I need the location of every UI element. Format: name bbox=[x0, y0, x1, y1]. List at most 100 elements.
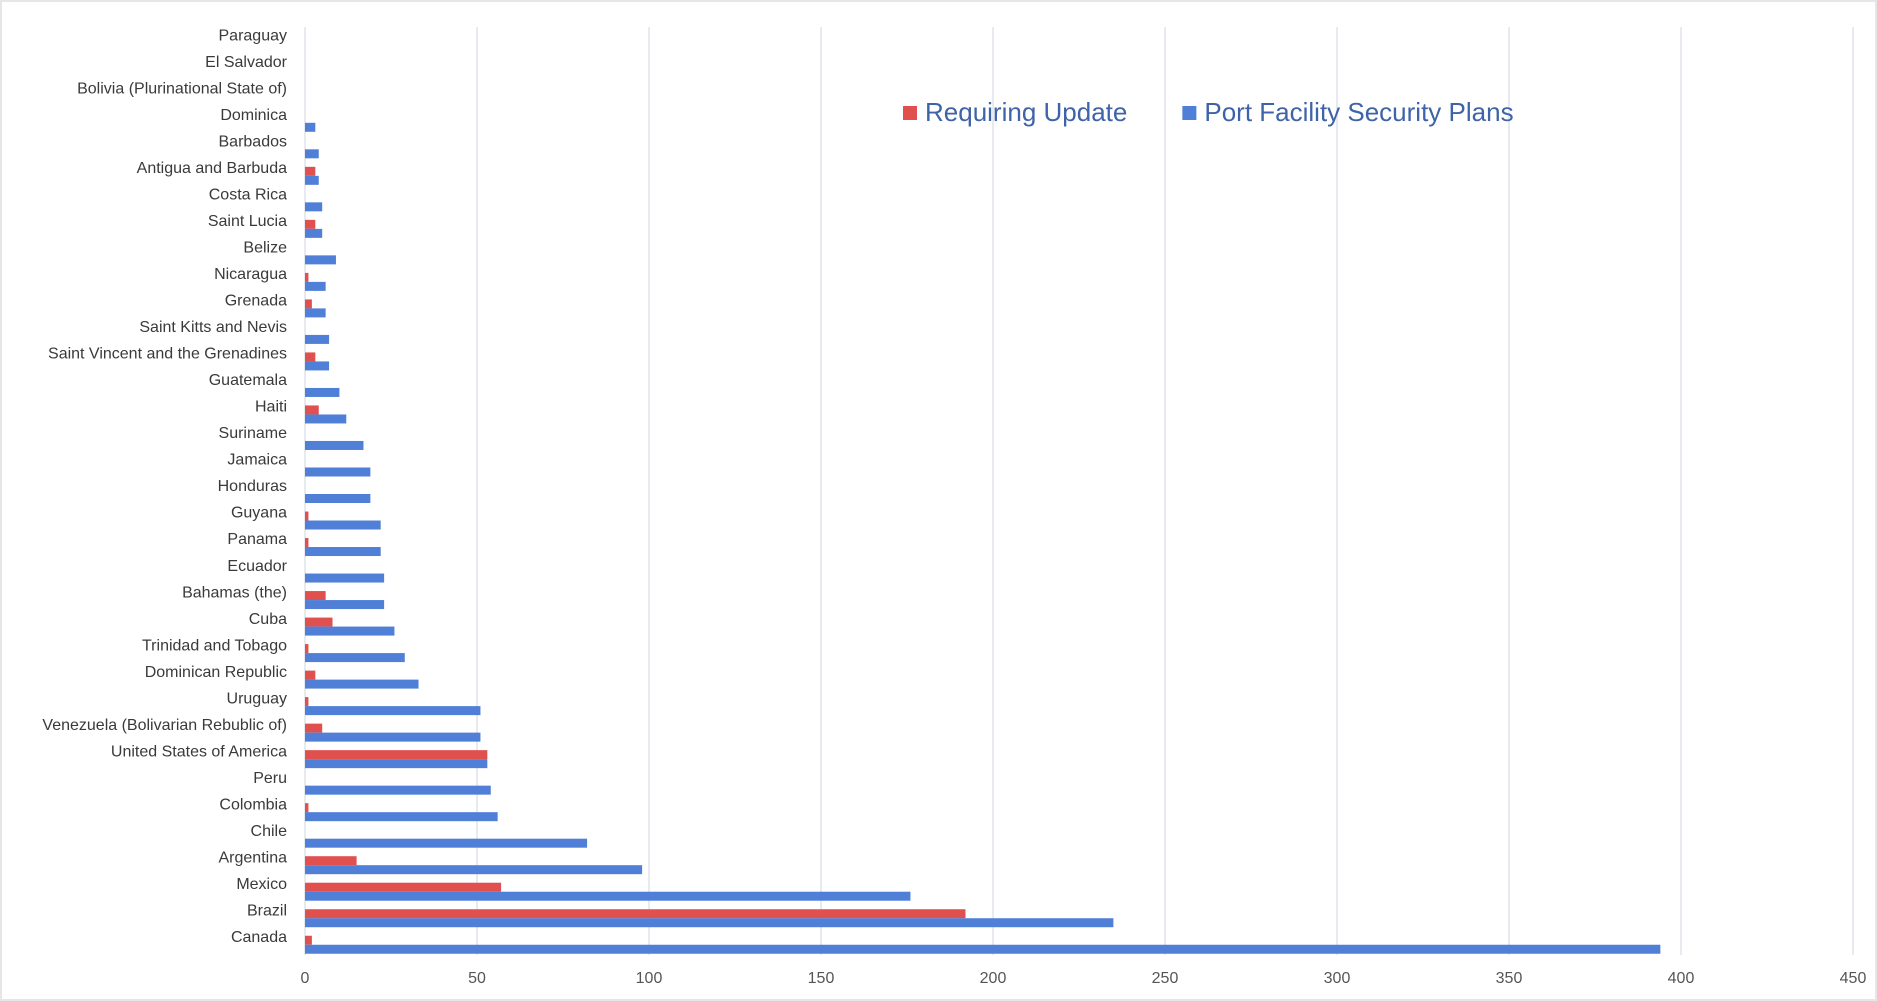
y-tick-label: Bolivia (Plurinational State of) bbox=[77, 81, 287, 98]
bar bbox=[305, 838, 588, 848]
bar bbox=[305, 219, 316, 229]
legend-label: Port Facility Security Plans bbox=[1204, 97, 1513, 127]
bar bbox=[305, 865, 643, 875]
x-tick-label: 450 bbox=[1840, 970, 1867, 987]
y-tick-label: Ecuador bbox=[227, 558, 287, 575]
bar bbox=[305, 440, 364, 450]
y-tick-label: Jamaica bbox=[227, 452, 287, 469]
bar bbox=[305, 909, 966, 919]
bar bbox=[305, 644, 309, 654]
bar bbox=[305, 494, 371, 503]
bar bbox=[305, 653, 405, 663]
bar bbox=[305, 600, 385, 610]
y-tick-label: El Salvador bbox=[205, 54, 287, 71]
x-tick-label: 200 bbox=[980, 970, 1007, 987]
bar bbox=[305, 538, 309, 548]
bar bbox=[305, 547, 381, 557]
y-tick-label: Costa Rica bbox=[209, 187, 287, 204]
y-tick-label: Saint Vincent and the Grenadines bbox=[48, 346, 287, 363]
bar bbox=[305, 626, 395, 636]
bar bbox=[305, 803, 309, 813]
bar bbox=[305, 573, 385, 583]
bar bbox=[305, 785, 491, 795]
legend-label: Requiring Update bbox=[925, 97, 1127, 127]
y-tick-label: Venezuela (Bolivarian Rebublic of) bbox=[42, 717, 287, 734]
bar bbox=[305, 591, 326, 601]
legend-swatch bbox=[1182, 106, 1197, 120]
bar bbox=[305, 706, 481, 716]
x-tick-label: 50 bbox=[468, 970, 486, 987]
y-tick-label: Mexico bbox=[236, 876, 287, 893]
bar bbox=[305, 617, 333, 627]
y-tick-label: Saint Lucia bbox=[208, 213, 287, 230]
y-tick-label: Uruguay bbox=[227, 690, 287, 707]
y-tick-label: Argentina bbox=[219, 849, 288, 866]
bar bbox=[305, 308, 326, 318]
bar bbox=[305, 520, 381, 530]
y-tick-label: Chile bbox=[251, 823, 288, 840]
bar bbox=[305, 679, 419, 689]
y-tick-label: Haiti bbox=[255, 399, 287, 416]
bar bbox=[305, 299, 312, 309]
y-tick-label: Cuba bbox=[249, 611, 287, 628]
y-tick-label: Dominican Republic bbox=[145, 664, 287, 681]
bar bbox=[305, 511, 309, 521]
bar bbox=[305, 387, 340, 397]
x-tick-label: 0 bbox=[301, 970, 310, 987]
y-tick-label: Panama bbox=[227, 531, 287, 548]
bar bbox=[305, 697, 309, 707]
y-tick-label: Belize bbox=[243, 240, 287, 257]
bar bbox=[305, 944, 1661, 954]
y-tick-label: Bahamas (the) bbox=[182, 584, 287, 601]
bar bbox=[305, 166, 316, 176]
bar bbox=[305, 352, 316, 362]
y-tick-label: Suriname bbox=[219, 425, 288, 442]
legend-swatch bbox=[903, 106, 917, 120]
y-tick-label: Honduras bbox=[218, 478, 287, 495]
bar bbox=[305, 882, 502, 892]
bar bbox=[305, 467, 371, 477]
x-tick-label: 400 bbox=[1668, 970, 1695, 987]
y-tick-label: Dominica bbox=[220, 107, 287, 124]
y-tick-label: Paraguay bbox=[219, 27, 288, 44]
y-tick-label: Peru bbox=[253, 770, 287, 787]
bar bbox=[305, 281, 326, 291]
bar bbox=[305, 255, 336, 265]
y-tick-label: Nicaragua bbox=[214, 266, 287, 283]
bar bbox=[305, 856, 357, 866]
y-tick-label: United States of America bbox=[111, 743, 287, 760]
bar bbox=[305, 272, 309, 282]
y-tick-label: Canada bbox=[231, 929, 287, 946]
bar bbox=[305, 334, 330, 344]
bar bbox=[305, 891, 911, 901]
y-tick-label: Guyana bbox=[231, 505, 287, 522]
y-tick-label: Colombia bbox=[219, 796, 287, 813]
bar bbox=[305, 935, 312, 945]
bar bbox=[305, 759, 488, 769]
bar bbox=[305, 812, 498, 822]
y-tick-label: Antigua and Barbuda bbox=[137, 160, 287, 177]
y-tick-label: Barbados bbox=[219, 134, 288, 151]
y-tick-label: Guatemala bbox=[209, 372, 287, 389]
bar bbox=[305, 149, 319, 159]
bar bbox=[305, 122, 316, 132]
bar bbox=[305, 414, 347, 424]
bar bbox=[305, 732, 481, 742]
y-tick-label: Trinidad and Tobago bbox=[142, 637, 287, 654]
bar bbox=[305, 670, 316, 680]
bar bbox=[305, 202, 323, 212]
bar bbox=[305, 750, 488, 760]
y-tick-label: Saint Kitts and Nevis bbox=[139, 319, 287, 336]
x-tick-label: 100 bbox=[636, 970, 663, 987]
bar bbox=[305, 918, 1114, 928]
x-tick-label: 350 bbox=[1496, 970, 1523, 987]
y-tick-label: Brazil bbox=[247, 902, 287, 919]
bar bbox=[305, 175, 319, 185]
bar bbox=[305, 405, 319, 415]
bar bbox=[305, 361, 330, 371]
x-tick-label: 250 bbox=[1152, 970, 1179, 987]
y-tick-label: Grenada bbox=[225, 293, 287, 310]
x-tick-label: 300 bbox=[1324, 970, 1351, 987]
x-tick-label: 150 bbox=[808, 970, 835, 987]
